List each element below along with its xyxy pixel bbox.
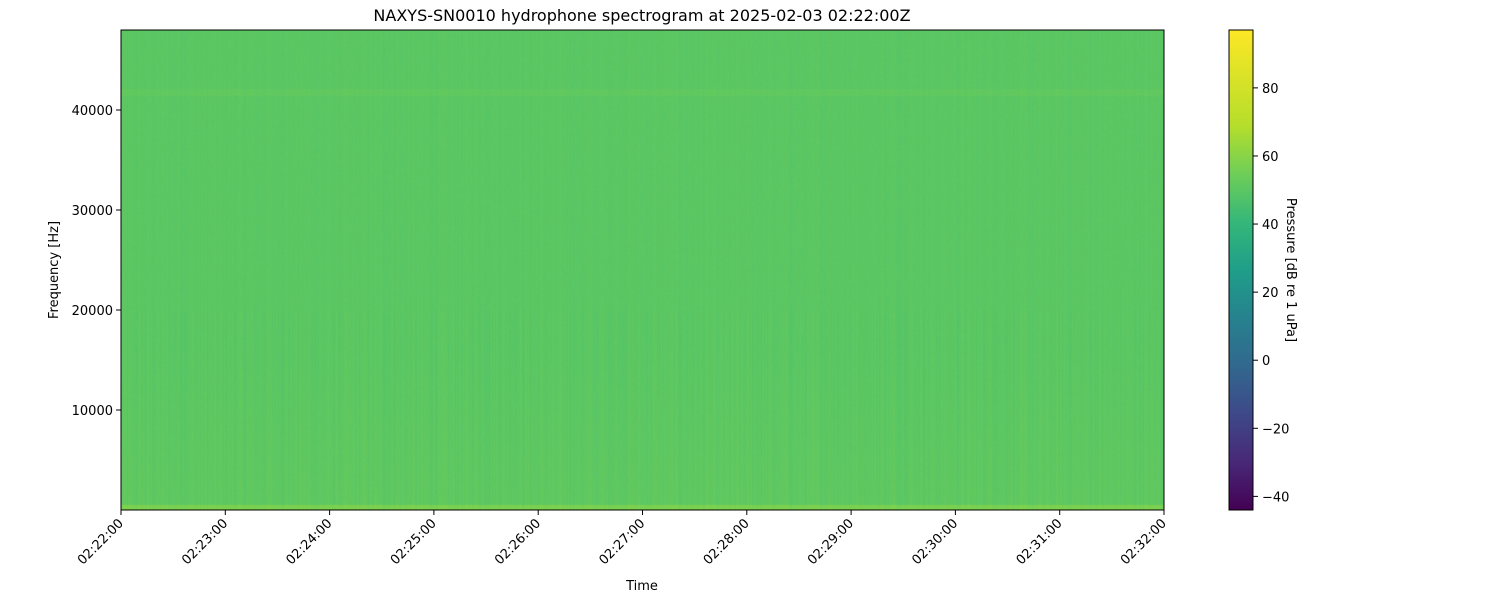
y-tick-label: 20000 <box>72 304 113 319</box>
x-axis-label: Time <box>625 579 658 594</box>
x-tick-label: 02:32:00 <box>1118 516 1170 568</box>
y-axis-label: Frequency [Hz] <box>47 221 62 319</box>
colorbar-tick-label: −40 <box>1262 490 1289 505</box>
x-tick-label: 02:24:00 <box>284 516 336 568</box>
x-tick-label: 02:26:00 <box>492 516 544 568</box>
y-tick-label: 10000 <box>72 404 113 419</box>
spectrogram-image <box>121 30 1164 510</box>
y-tick-label: 30000 <box>72 204 113 219</box>
x-tick-label: 02:28:00 <box>701 516 753 568</box>
plot-frame <box>120 29 1165 511</box>
colorbar-tick-label: 0 <box>1262 354 1270 369</box>
y-tick-label: 40000 <box>72 104 113 119</box>
colorbar <box>1228 29 1254 511</box>
x-tick-label: 02:27:00 <box>596 516 648 568</box>
colorbar-tick-label: −20 <box>1262 422 1289 437</box>
x-tick-label: 02:30:00 <box>909 516 961 568</box>
colorbar-tick-label: 60 <box>1262 150 1279 165</box>
colorbar-label: Pressure [dB re 1 uPa] <box>1283 198 1298 342</box>
x-tick-label: 02:22:00 <box>75 516 127 568</box>
x-tick-label: 02:29:00 <box>805 516 857 568</box>
x-tick-label: 02:25:00 <box>388 516 440 568</box>
x-tick-label: 02:23:00 <box>179 516 231 568</box>
colorbar-tick-label: 40 <box>1262 218 1279 233</box>
chart-title: NAXYS-SN0010 hydrophone spectrogram at 2… <box>373 6 910 25</box>
colorbar-tick-label: 20 <box>1262 286 1279 301</box>
colorbar-tick-label: 80 <box>1262 82 1279 97</box>
x-tick-label: 02:31:00 <box>1014 516 1066 568</box>
